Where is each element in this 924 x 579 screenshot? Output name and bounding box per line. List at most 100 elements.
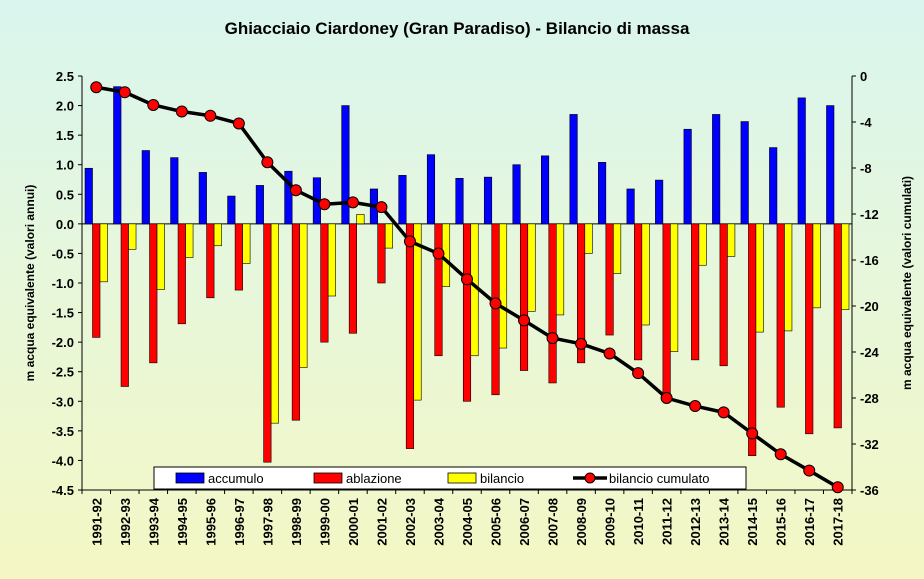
accumulo-bar [198, 172, 207, 225]
bilancio-bar [698, 223, 707, 266]
ablazione-bar [805, 223, 814, 435]
ablazione-bar [92, 223, 101, 338]
accumulo-bar [598, 162, 607, 225]
cumulative-point [261, 156, 274, 169]
bilancio-bar [784, 223, 793, 332]
ablazione-bar [719, 223, 728, 367]
cumulative-line [90, 81, 844, 494]
bilancio-bar [755, 223, 764, 333]
cumulative-point [546, 332, 559, 345]
category-label: 2011-12 [660, 498, 675, 545]
cumulative-point [403, 235, 416, 248]
left-tick-label: -4.5 [52, 483, 74, 498]
accumulo-bar [512, 164, 521, 225]
category-label: 2014-15 [745, 498, 760, 546]
accumulo-bar [655, 179, 664, 225]
left-tick-label: 2.5 [56, 69, 74, 84]
category-label: 2006-07 [517, 498, 532, 546]
bilancio-bar [527, 223, 536, 312]
bilancio-bar [584, 223, 593, 254]
cumulative-point [289, 184, 302, 197]
legend-swatch-accumulo [175, 472, 205, 484]
bilancio-bar [384, 223, 393, 249]
accumulo-bar [141, 150, 150, 225]
cumulative-point [461, 273, 473, 286]
accumulo-bar [255, 185, 264, 225]
category-label: 2002-03 [403, 498, 418, 546]
accumulo-bar [569, 114, 578, 225]
right-tick-label: -12 [860, 207, 879, 222]
cumulative-point [346, 196, 359, 209]
category-label: 1997-98 [260, 498, 275, 546]
ablazione-bar [320, 223, 329, 343]
right-tick-label: -8 [860, 161, 872, 176]
category-label: 2013-14 [717, 497, 732, 545]
right-tick-label: -36 [860, 483, 879, 498]
right-tick-label: -20 [860, 299, 879, 314]
accumulo-bar [483, 176, 493, 225]
bilancio-bar [727, 223, 736, 257]
cumulative-point [803, 464, 816, 477]
ablazione-bar [149, 223, 158, 364]
cumulative-point [689, 400, 702, 413]
category-label: 1995-96 [203, 498, 218, 546]
ablazione-bar [206, 223, 215, 299]
cumulative-point [432, 247, 445, 260]
ablazione-bar [748, 223, 757, 456]
ablazione-bar [120, 223, 129, 387]
right-tick-label: -16 [860, 253, 879, 268]
ablazione-bar [605, 223, 614, 336]
cumulative-point [518, 314, 531, 327]
cumulative-point [603, 347, 616, 360]
cumulative-point [318, 198, 331, 211]
ablazione-bar [263, 223, 272, 463]
left-tick-label: -1.5 [52, 306, 74, 321]
ablazione-bar [776, 223, 785, 408]
ablazione-bar [577, 223, 586, 364]
cumulative-point [375, 201, 388, 214]
cumulative-point [660, 392, 673, 404]
category-label: 2012-13 [688, 498, 703, 546]
chart-title: Ghiacciaio Ciardoney (Gran Paradiso) - B… [225, 19, 690, 38]
left-tick-label: -4.0 [52, 453, 74, 468]
category-label: 2010-11 [631, 498, 646, 545]
category-label: 1992-93 [118, 498, 133, 546]
left-tick-label: -3.0 [52, 394, 74, 409]
category-label: 1991-92 [89, 498, 104, 546]
ablazione-bar [548, 223, 557, 384]
cumulative-point [489, 297, 502, 310]
bilancio-bar [99, 223, 108, 283]
bilancio-bar [156, 223, 165, 290]
legend: accumulo ablazione bilancio bilancio cumula… [153, 466, 747, 490]
left-tick-label: -3.5 [52, 424, 74, 439]
left-tick-label: 0.5 [56, 187, 74, 202]
ablazione-bar [462, 223, 472, 402]
bilancio-bar [413, 223, 422, 401]
category-label: 2008-09 [574, 498, 589, 546]
accumulo-bar [826, 105, 835, 225]
left-tick-label: 1.0 [56, 158, 74, 173]
bilancio-bar [270, 223, 279, 424]
left-tick-label: -1.0 [52, 276, 74, 291]
category-label: 2000-01 [346, 498, 361, 546]
bilancio-bar [213, 223, 222, 247]
category-label: 2009-10 [603, 498, 618, 546]
accumulo-bar [712, 114, 721, 225]
right-axis-label: m acqua equivalente (valori cumulati) [900, 176, 914, 390]
bars [84, 86, 850, 463]
cumulative-point [746, 427, 759, 440]
cumulative-point [717, 406, 730, 419]
accumulo-bar [426, 154, 436, 225]
category-label: 2016-17 [802, 498, 817, 546]
legend-label-ablazione: ablazione [346, 471, 402, 486]
ablazione-bar [434, 223, 443, 357]
cumulative-point [632, 367, 645, 380]
bilancio-bar [128, 223, 137, 250]
ablazione-bar [177, 223, 186, 325]
cumulative-point [175, 105, 188, 118]
right-tick-label: -4 [860, 115, 872, 130]
bilancio-bar [242, 223, 251, 264]
ablazione-bar [519, 223, 529, 371]
bilancio-bar [670, 223, 679, 352]
